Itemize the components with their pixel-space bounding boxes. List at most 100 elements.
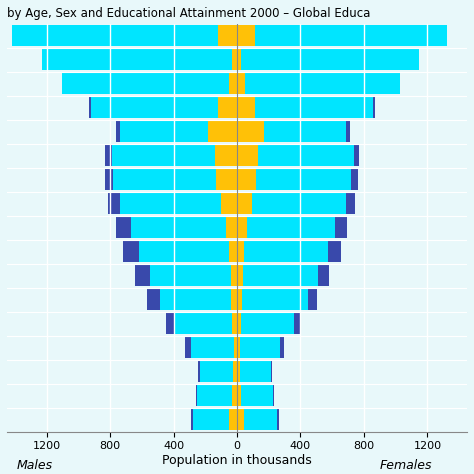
Bar: [113, 169, 237, 191]
Bar: [91, 97, 237, 118]
Bar: [237, 217, 347, 238]
Bar: [237, 385, 241, 406]
Bar: [200, 361, 237, 382]
Bar: [105, 169, 237, 191]
Bar: [237, 73, 400, 94]
Bar: [237, 73, 245, 94]
Bar: [237, 121, 264, 142]
Bar: [237, 217, 336, 238]
Bar: [229, 73, 237, 94]
Bar: [237, 97, 374, 118]
Bar: [147, 289, 237, 310]
Bar: [218, 25, 237, 46]
Text: Males: Males: [17, 459, 53, 472]
Bar: [221, 193, 237, 214]
Bar: [199, 361, 237, 382]
Bar: [237, 337, 240, 358]
Bar: [232, 313, 237, 334]
Bar: [165, 313, 237, 334]
Bar: [119, 193, 237, 214]
Bar: [237, 241, 328, 262]
Bar: [116, 121, 237, 142]
Bar: [237, 361, 272, 382]
Bar: [109, 193, 237, 214]
Bar: [237, 121, 350, 142]
Bar: [237, 409, 244, 430]
Bar: [237, 289, 242, 310]
Bar: [119, 121, 237, 142]
Bar: [216, 169, 237, 191]
Bar: [89, 97, 237, 118]
Bar: [237, 385, 273, 406]
Bar: [105, 145, 237, 166]
Bar: [226, 217, 237, 238]
Bar: [42, 49, 237, 71]
Bar: [123, 241, 237, 262]
Bar: [215, 145, 237, 166]
Bar: [138, 241, 237, 262]
Bar: [237, 217, 247, 238]
Bar: [12, 25, 237, 46]
Bar: [237, 169, 358, 191]
Bar: [237, 361, 271, 382]
Bar: [237, 337, 284, 358]
Bar: [237, 289, 318, 310]
Bar: [136, 265, 237, 286]
Bar: [237, 361, 240, 382]
Bar: [196, 385, 237, 406]
Bar: [237, 49, 419, 71]
Bar: [218, 97, 237, 118]
Text: Females: Females: [379, 459, 432, 472]
Bar: [237, 145, 359, 166]
Bar: [150, 265, 237, 286]
Text: by Age, Sex and Educational Attainment 2000 – Global Educa: by Age, Sex and Educational Attainment 2…: [7, 7, 370, 20]
Bar: [237, 25, 447, 46]
Bar: [237, 49, 419, 71]
Bar: [237, 169, 256, 191]
Bar: [237, 313, 241, 334]
Bar: [229, 409, 237, 430]
Bar: [237, 25, 255, 46]
Bar: [237, 313, 294, 334]
Bar: [237, 97, 255, 118]
Bar: [231, 289, 237, 310]
Bar: [229, 241, 237, 262]
Bar: [191, 337, 237, 358]
Bar: [237, 409, 279, 430]
Bar: [237, 385, 274, 406]
Bar: [237, 193, 252, 214]
Bar: [42, 49, 237, 71]
Bar: [234, 337, 237, 358]
Bar: [237, 25, 447, 46]
Bar: [232, 385, 237, 406]
Bar: [237, 49, 241, 71]
Bar: [237, 145, 258, 166]
Bar: [237, 265, 318, 286]
Bar: [112, 145, 237, 166]
Bar: [117, 217, 237, 238]
Bar: [237, 337, 280, 358]
Bar: [237, 241, 244, 262]
Bar: [233, 361, 237, 382]
Bar: [197, 385, 237, 406]
Bar: [237, 409, 277, 430]
Bar: [237, 169, 351, 191]
Bar: [191, 409, 237, 430]
Bar: [237, 97, 373, 118]
Bar: [237, 265, 243, 286]
Bar: [192, 409, 237, 430]
Bar: [237, 241, 341, 262]
Bar: [160, 289, 237, 310]
Bar: [237, 265, 329, 286]
Bar: [175, 313, 237, 334]
Bar: [237, 193, 355, 214]
Bar: [237, 313, 301, 334]
Bar: [237, 289, 308, 310]
Bar: [185, 337, 237, 358]
Bar: [12, 25, 237, 46]
Bar: [231, 265, 237, 286]
Bar: [237, 121, 346, 142]
Bar: [63, 73, 237, 94]
Bar: [131, 217, 237, 238]
Bar: [237, 145, 354, 166]
